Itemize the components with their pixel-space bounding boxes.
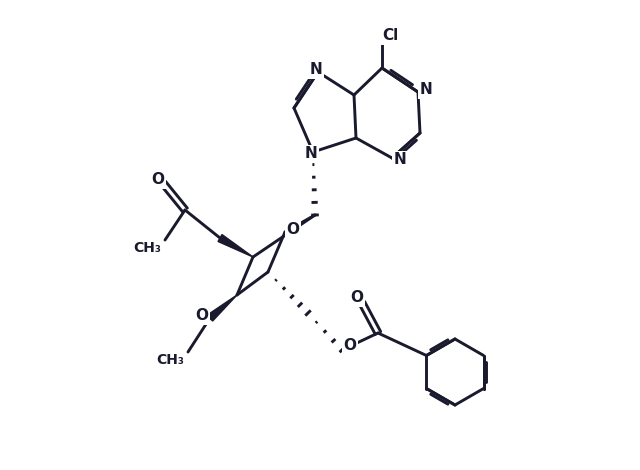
Polygon shape bbox=[218, 235, 253, 257]
Text: CH₃: CH₃ bbox=[156, 353, 184, 367]
Polygon shape bbox=[207, 295, 237, 321]
Text: Cl: Cl bbox=[382, 29, 398, 44]
Text: O: O bbox=[152, 172, 164, 188]
Text: O: O bbox=[351, 290, 364, 306]
Text: N: N bbox=[305, 147, 317, 162]
Text: O: O bbox=[195, 308, 209, 323]
Text: O: O bbox=[344, 337, 356, 352]
Text: N: N bbox=[420, 83, 433, 97]
Text: O: O bbox=[287, 221, 300, 236]
Text: N: N bbox=[394, 152, 406, 167]
Text: CH₃: CH₃ bbox=[133, 241, 161, 255]
Text: N: N bbox=[310, 63, 323, 78]
